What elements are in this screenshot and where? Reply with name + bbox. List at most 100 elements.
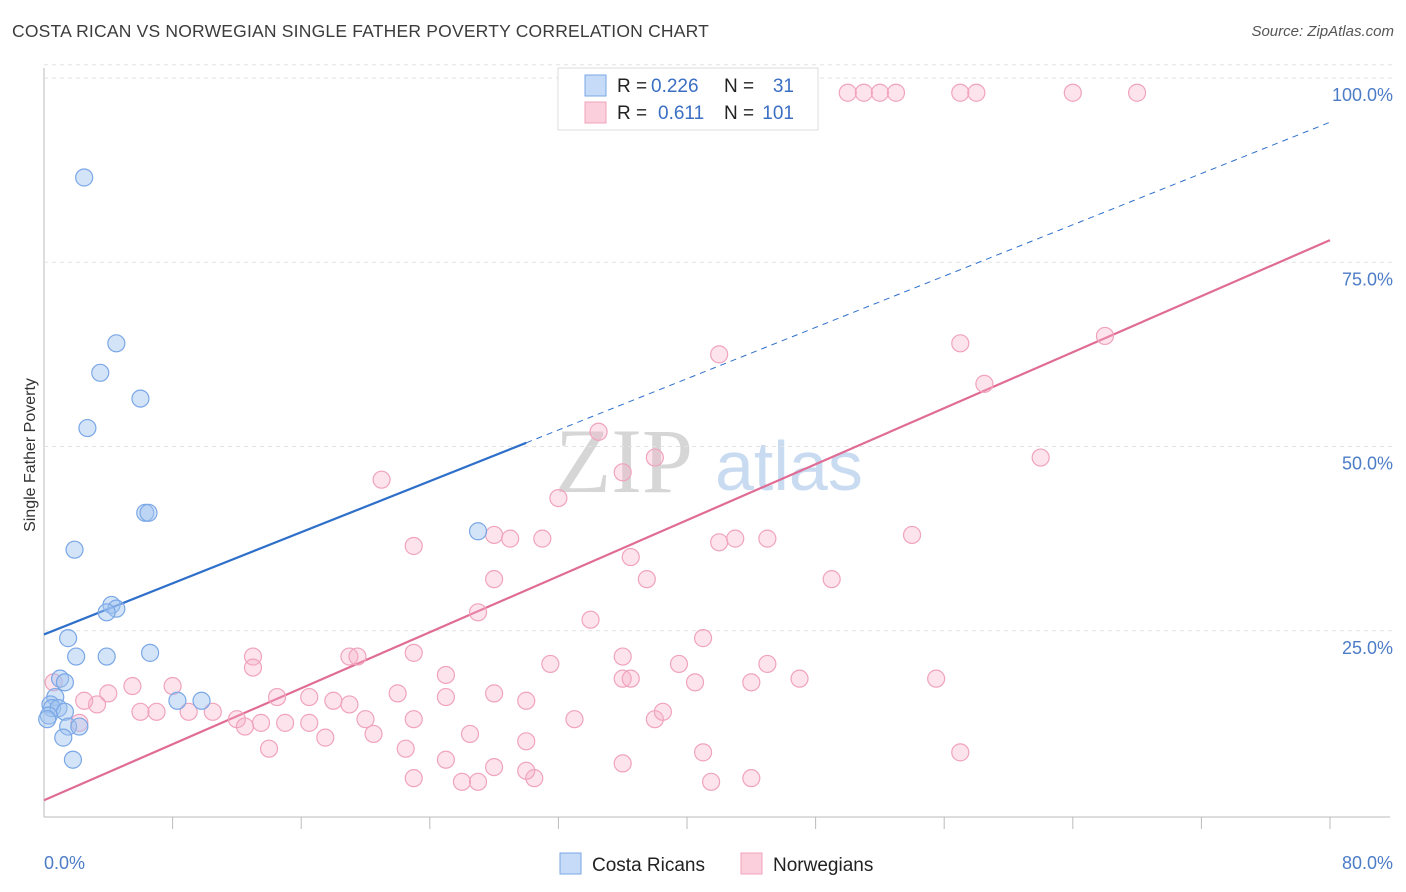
point-norwegians	[436, 750, 455, 769]
point-norwegians	[75, 691, 94, 710]
point-norwegians	[517, 691, 536, 710]
point-norwegians	[927, 669, 946, 688]
legend-swatch-norwegians	[584, 101, 607, 124]
point-norwegians	[436, 665, 455, 685]
point-norwegians	[790, 669, 809, 688]
point-costa-ricans	[107, 334, 126, 353]
trend-line-norwegians	[43, 239, 1331, 802]
point-costa-ricans	[55, 673, 74, 692]
point-norwegians	[758, 654, 777, 674]
point-costa-ricans	[97, 647, 116, 666]
point-norwegians	[565, 710, 584, 729]
point-norwegians	[702, 772, 721, 791]
chart-source: Source: ZipAtlas.com	[1251, 23, 1394, 40]
watermark-zip: ZIP	[555, 410, 693, 512]
point-norwegians	[533, 529, 552, 548]
point-norwegians	[485, 525, 504, 545]
y-axis-label: Single Father Poverty	[22, 378, 39, 532]
point-norwegians	[372, 470, 391, 489]
point-norwegians	[613, 647, 632, 666]
point-costa-ricans	[91, 363, 110, 382]
point-costa-ricans	[97, 603, 116, 622]
y-tick-label: 25.0%	[1342, 638, 1393, 658]
legend-n-label-2: N =	[724, 103, 754, 124]
point-norwegians	[758, 529, 777, 548]
point-norwegians	[436, 687, 455, 707]
point-norwegians	[147, 702, 166, 721]
point-norwegians	[1095, 326, 1115, 346]
point-norwegians	[902, 525, 922, 545]
point-norwegians	[669, 654, 689, 674]
point-norwegians	[975, 374, 994, 393]
point-costa-ricans	[107, 599, 126, 618]
x-tick-label-min: 0.0%	[44, 853, 85, 873]
legend-r-value-2: 0.611	[658, 103, 704, 124]
point-norwegians	[517, 732, 536, 751]
point-norwegians	[404, 769, 423, 788]
point-norwegians	[517, 761, 536, 780]
point-norwegians	[396, 739, 415, 758]
point-norwegians	[951, 83, 970, 102]
point-norwegians	[693, 629, 713, 648]
point-norwegians	[501, 529, 520, 548]
point-costa-ricans	[55, 702, 74, 721]
point-norwegians	[589, 422, 608, 441]
point-norwegians	[316, 728, 335, 747]
point-costa-ricans	[59, 629, 78, 648]
point-norwegians	[404, 643, 423, 662]
point-norwegians	[886, 83, 906, 102]
legend-n-value-1: 31	[773, 76, 794, 97]
point-costa-ricans	[67, 647, 86, 666]
point-norwegians	[267, 687, 287, 707]
point-norwegians	[388, 684, 407, 703]
point-norwegians	[324, 691, 343, 710]
point-norwegians	[870, 83, 890, 102]
point-norwegians	[203, 702, 222, 721]
point-norwegians	[653, 702, 672, 721]
point-norwegians	[300, 687, 319, 707]
point-costa-ricans	[65, 540, 84, 559]
chart-title: COSTA RICAN VS NORWEGIAN SINGLE FATHER P…	[12, 21, 710, 41]
point-costa-ricans	[192, 691, 211, 710]
point-norwegians	[613, 463, 632, 482]
point-costa-ricans	[168, 691, 187, 710]
legend-n-label-1: N =	[724, 76, 754, 97]
point-costa-ricans	[139, 503, 158, 522]
point-norwegians	[163, 676, 182, 696]
point-norwegians	[742, 673, 761, 692]
point-norwegians	[693, 743, 713, 762]
point-norwegians	[131, 702, 150, 721]
point-norwegians	[243, 658, 263, 677]
point-norwegians	[356, 710, 375, 729]
legend: R = 0.226 N = 31 R = 0.611 N = 101	[557, 67, 819, 131]
point-norwegians	[1127, 83, 1147, 102]
point-norwegians	[123, 676, 142, 696]
point-costa-ricans	[54, 728, 73, 747]
legend-swatch-costa-ricans	[584, 74, 607, 97]
point-norwegians	[726, 529, 745, 548]
point-norwegians	[340, 695, 359, 714]
point-norwegians	[581, 610, 600, 629]
point-norwegians	[637, 570, 656, 589]
point-norwegians	[404, 710, 423, 729]
point-costa-ricans	[140, 643, 160, 662]
point-norwegians	[710, 533, 729, 552]
point-costa-ricans	[63, 750, 83, 769]
y-tick-label: 100.0%	[1332, 85, 1393, 105]
point-norwegians	[300, 713, 319, 732]
point-norwegians	[621, 669, 640, 688]
legend-n-value-2: 101	[762, 103, 794, 124]
point-norwegians	[452, 772, 472, 791]
point-norwegians	[179, 702, 198, 721]
point-norwegians	[822, 570, 841, 589]
point-costa-ricans	[78, 418, 97, 438]
point-norwegians	[348, 647, 367, 666]
legend-r-value-1: 0.226	[651, 76, 699, 97]
point-norwegians	[838, 83, 857, 102]
trend-line-costa-ricans-extension	[526, 121, 1331, 444]
point-norwegians	[951, 334, 970, 353]
point-norwegians	[276, 713, 295, 732]
point-costa-ricans	[75, 168, 94, 187]
point-norwegians	[404, 536, 423, 556]
